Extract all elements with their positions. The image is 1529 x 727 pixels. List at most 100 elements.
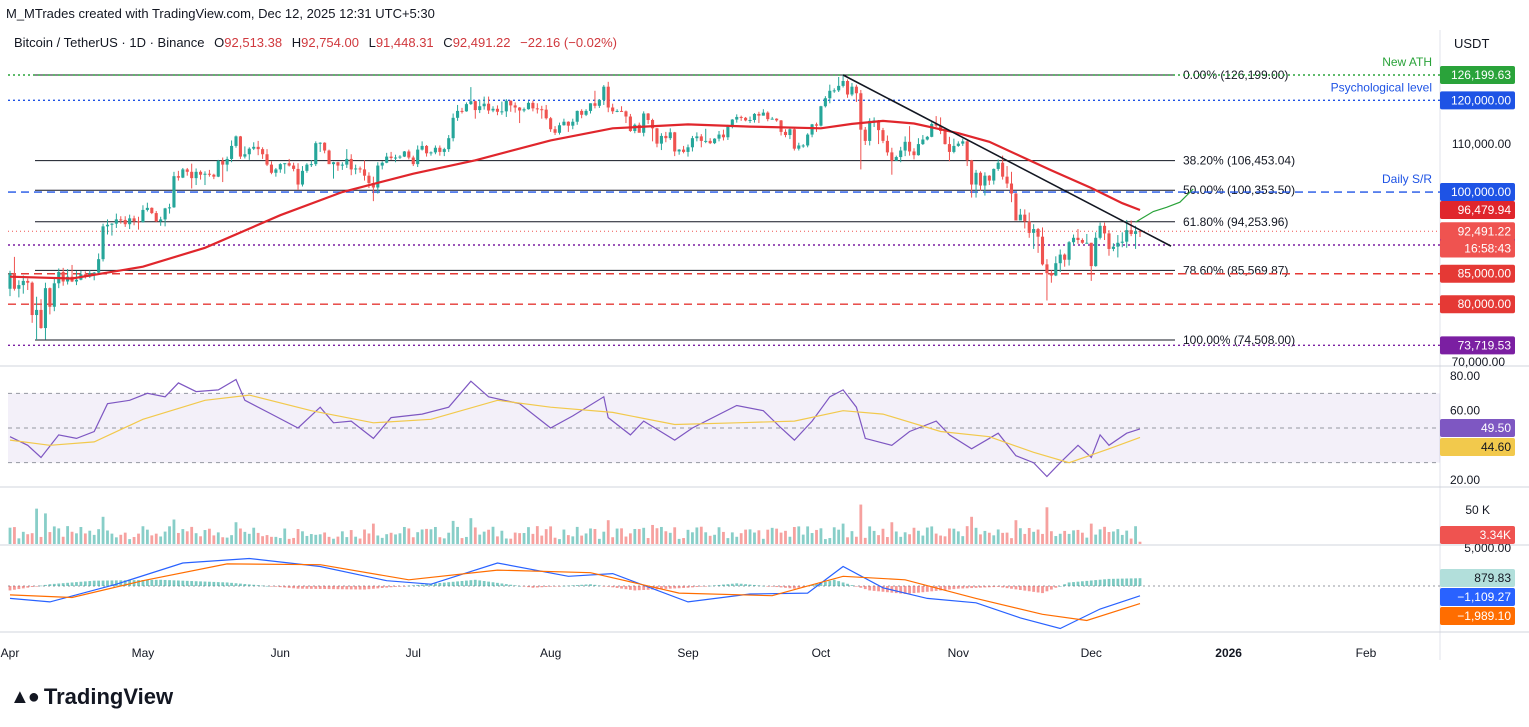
volume-bar-86 xyxy=(389,532,393,544)
level-label-2: Daily S/R xyxy=(1382,172,1432,186)
volume-bar-121 xyxy=(544,529,548,544)
macd-hist-bar-80 xyxy=(363,586,366,590)
candle-93 xyxy=(420,145,424,150)
macd-hist-bar-49 xyxy=(225,582,229,586)
candle-252 xyxy=(1125,230,1129,242)
macd-hist-bar-224 xyxy=(1001,586,1005,588)
macd-hist-bar-101 xyxy=(456,581,459,586)
candle-240 xyxy=(1071,237,1076,243)
candle-224 xyxy=(1001,162,1005,177)
candle-38 xyxy=(176,176,180,178)
macd-hist-bar-228 xyxy=(1018,586,1022,590)
candle-238 xyxy=(1063,254,1067,260)
volume-bar-2 xyxy=(17,538,21,544)
volume-bar-22 xyxy=(106,530,109,544)
volume-bar-157 xyxy=(704,532,708,544)
candle-168 xyxy=(752,113,757,120)
candle-113 xyxy=(509,100,513,106)
macd-hist-bar-227 xyxy=(1014,586,1018,590)
volume-bar-31 xyxy=(145,529,149,544)
candle-69 xyxy=(314,143,318,165)
candle-124 xyxy=(557,125,562,133)
candle-86 xyxy=(389,156,393,158)
volume-bar-188 xyxy=(841,523,845,544)
volume-bar-84 xyxy=(380,537,384,544)
macd-hist-bar-182 xyxy=(815,583,818,586)
candle-65 xyxy=(296,168,300,185)
volume-bar-249 xyxy=(1112,531,1115,544)
change-value: −22.16 (−0.02%) xyxy=(520,35,618,50)
macd-hist-bar-29 xyxy=(137,580,140,586)
macd-hist-bar-34 xyxy=(159,579,163,586)
candle-155 xyxy=(695,136,699,139)
volume-bar-239 xyxy=(1067,533,1071,544)
x-tick-7: Nov xyxy=(948,646,969,660)
volume-bar-47 xyxy=(216,532,220,544)
candle-156 xyxy=(699,136,703,141)
macd-hist-bar-142 xyxy=(637,586,641,591)
macd-hist-bar-37 xyxy=(172,580,176,586)
volume-bar-187 xyxy=(837,529,841,544)
volume-bar-186 xyxy=(832,527,836,544)
brand-name: TradingView xyxy=(43,684,174,709)
volume-bar-227 xyxy=(1014,520,1018,544)
macd-hist-bar-7 xyxy=(39,585,43,587)
volume-bar-115 xyxy=(518,533,522,544)
macd-hist-bar-50 xyxy=(230,582,233,586)
macd-hist-tag-bg xyxy=(1440,569,1515,587)
macd-hist-tag: 879.83 xyxy=(1474,571,1511,585)
macd-hist-bar-48 xyxy=(221,582,225,586)
level-tag-5-bg xyxy=(1440,295,1515,314)
macd-hist-bar-205 xyxy=(917,586,920,593)
x-tick-5: Sep xyxy=(677,646,699,660)
candle-147 xyxy=(659,135,663,144)
macd-hist-bar-252 xyxy=(1125,578,1129,586)
candle-181 xyxy=(810,124,814,135)
candle-29 xyxy=(136,221,141,223)
x-tick-2: Jun xyxy=(271,646,290,660)
macd-hist-bar-83 xyxy=(376,586,380,589)
macd-hist-bar-70 xyxy=(318,586,322,589)
low-value: 91,448.31 xyxy=(375,35,434,50)
candle-7 xyxy=(39,309,43,329)
currency-unit[interactable]: USDT xyxy=(1454,36,1490,51)
macd-hist-bar-207 xyxy=(925,586,929,592)
macd-hist-bar-127 xyxy=(571,585,575,586)
volume-bar-169 xyxy=(757,530,761,544)
candle-81 xyxy=(367,175,371,184)
volume-bar-48 xyxy=(221,537,225,544)
high-label: H xyxy=(291,35,302,50)
volume-bar-70 xyxy=(318,534,322,544)
candle-120 xyxy=(540,109,544,111)
candle-22 xyxy=(105,224,110,227)
candle-79 xyxy=(358,168,362,170)
volume-bar-232 xyxy=(1036,529,1040,544)
candle-187 xyxy=(837,85,841,91)
volume-bar-7 xyxy=(39,536,43,544)
volume-bar-26 xyxy=(123,532,127,544)
macd-hist-bar-81 xyxy=(367,586,371,590)
macd-hist-bar-176 xyxy=(788,586,792,589)
symbol-title[interactable]: Bitcoin / TetherUS · 1D · Binance xyxy=(14,35,205,50)
candle-56 xyxy=(256,146,260,150)
volume-bar-55 xyxy=(252,527,256,544)
volume-bar-29 xyxy=(137,533,140,544)
candle-206 xyxy=(921,139,925,145)
volume-bar-143 xyxy=(642,527,646,544)
macd-hist-bar-200 xyxy=(894,586,898,594)
macd-hist-bar-197 xyxy=(881,586,885,592)
volume-bar-162 xyxy=(726,538,730,544)
macd-hist-bar-110 xyxy=(496,582,499,586)
candle-87 xyxy=(393,157,398,159)
rsi-value-tag-bg xyxy=(1440,419,1515,437)
candle-204 xyxy=(912,151,916,156)
candle-26 xyxy=(123,219,127,225)
candle-211 xyxy=(943,131,947,145)
volume-bar-233 xyxy=(1041,533,1044,544)
volume-bar-190 xyxy=(850,531,854,544)
macd-hist-bar-68 xyxy=(309,586,313,589)
volume-bar-8 xyxy=(44,513,47,544)
candle-95 xyxy=(429,152,433,154)
macd-hist-bar-251 xyxy=(1120,578,1124,586)
